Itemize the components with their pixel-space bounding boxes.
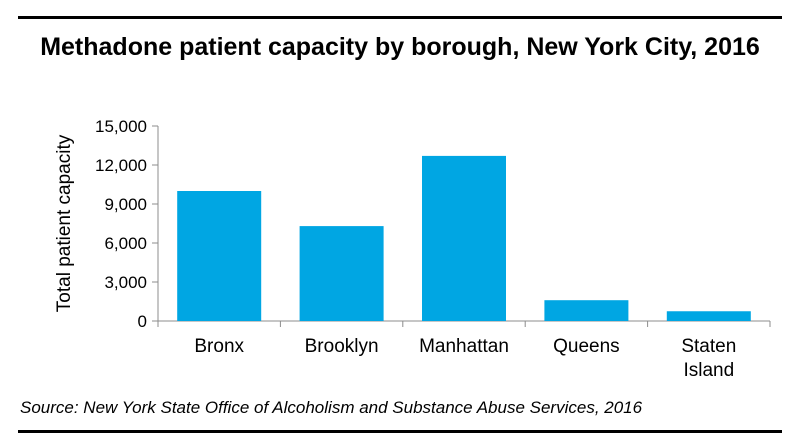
x-tick-label: Brooklyn [305,336,379,357]
bar-queens [544,300,629,321]
x-tick-label: Queens [553,336,620,357]
y-axis-title: Total patient capacity [54,134,75,312]
bar-manhattan [422,155,506,321]
bar-bronx [177,191,262,321]
x-tick-label: Island [683,360,734,381]
bar-brooklyn [299,226,384,321]
y-tick-label: 0 [138,312,147,331]
x-tick-label: Manhattan [419,336,509,357]
source-note: Source: New York State Office of Alcohol… [20,398,643,417]
y-tick-label: 6,000 [104,234,147,253]
x-tick-label: Bronx [194,336,244,357]
top-rule [18,16,782,19]
y-tick-label: 12,000 [95,156,147,175]
x-tick-label: Staten [681,336,736,357]
chart-title: Methadone patient capacity by borough, N… [40,33,760,61]
y-tick-label: 9,000 [104,195,147,214]
bottom-rule [18,430,782,433]
y-tick-label: 15,000 [95,117,147,136]
y-tick-label: 3,000 [104,273,147,292]
bar-staten-island [666,311,751,321]
